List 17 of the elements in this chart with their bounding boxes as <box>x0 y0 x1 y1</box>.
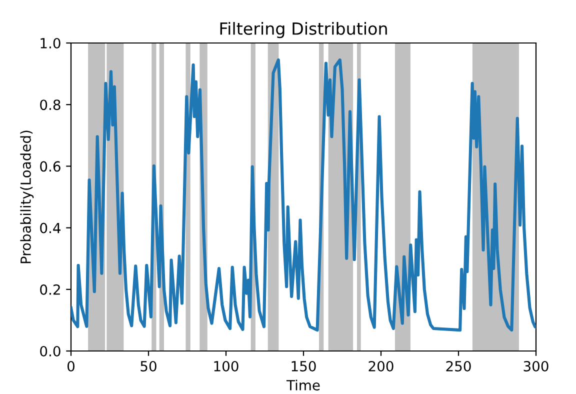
chart-title: Filtering Distribution <box>220 22 387 38</box>
x-tick-label: 100 <box>214 360 238 372</box>
y-tick-label: 0.2 <box>40 284 60 295</box>
x-axis-title: Time <box>286 380 320 390</box>
x-tick-label: 150 <box>292 360 316 372</box>
line-series <box>71 58 536 332</box>
y-tick-label: 1.0 <box>40 38 60 48</box>
x-tick-label: 0 <box>67 360 74 372</box>
y-tick-label: 0.0 <box>40 346 60 356</box>
x-tick-label: 200 <box>368 360 394 372</box>
y-tick-label: 0.8 <box>40 100 60 110</box>
x-tick-label: 250 <box>446 360 471 372</box>
x-tick-label: 300 <box>524 360 548 372</box>
y-tick-label: 0.6 <box>40 161 60 172</box>
y-tick-label: 0.4 <box>40 222 60 234</box>
y-axis-title: Probability(Loaded) <box>20 130 34 264</box>
x-tick-label: 50 <box>140 360 156 372</box>
